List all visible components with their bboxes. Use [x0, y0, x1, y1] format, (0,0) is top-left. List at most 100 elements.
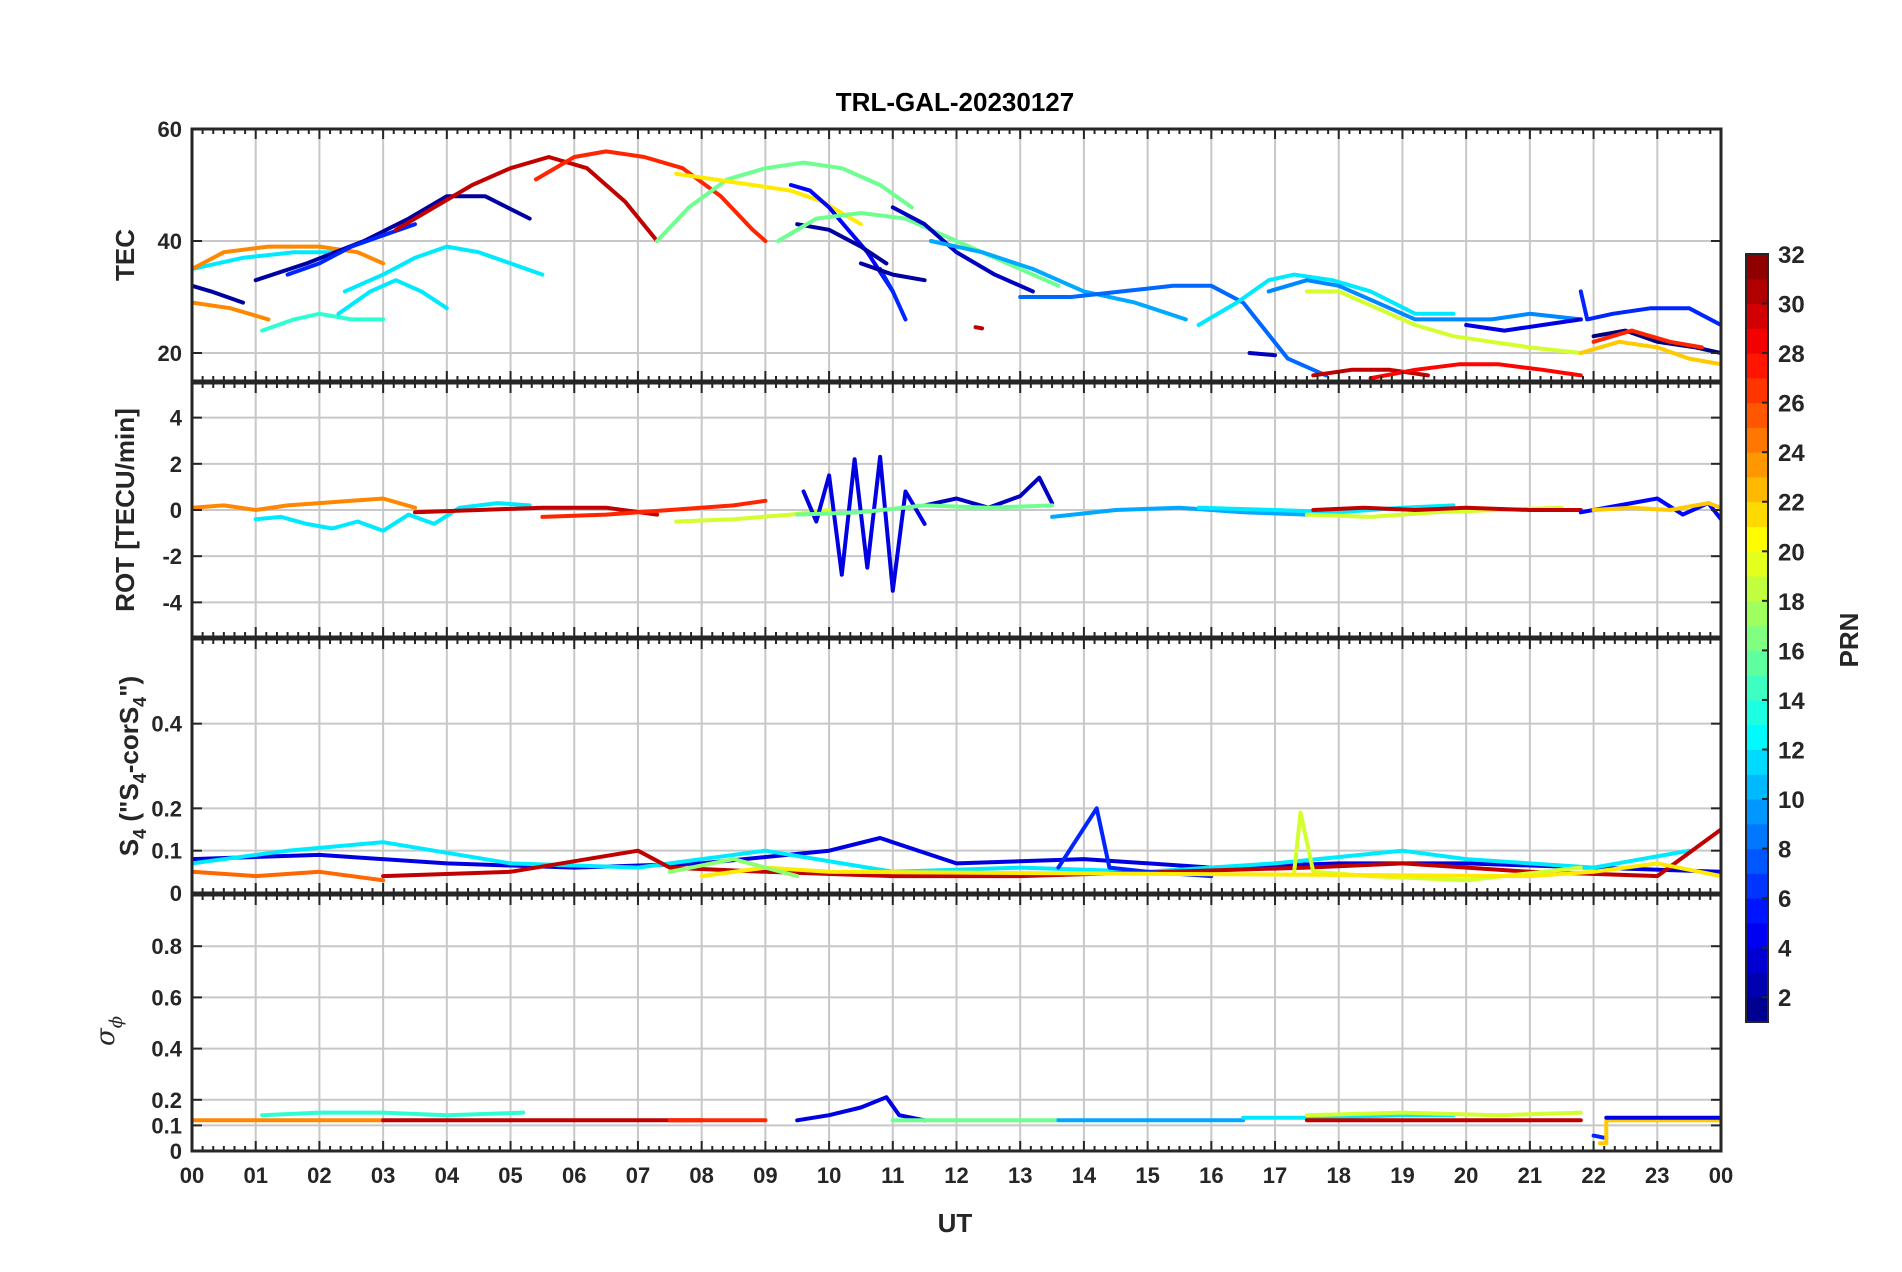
y-tick-label: 40 [158, 229, 182, 254]
x-tick-label: 23 [1645, 1163, 1669, 1188]
x-tick-label: 10 [817, 1163, 841, 1188]
colorbar-tick-label: 26 [1778, 391, 1805, 418]
series-line-prn-2 [192, 283, 245, 305]
colorbar-bin [1746, 997, 1768, 1023]
x-tick-label: 22 [1581, 1163, 1605, 1188]
x-tick-label: 08 [689, 1163, 713, 1188]
x-tick-label: 16 [1199, 1163, 1223, 1188]
y-tick-label: -4 [162, 590, 182, 615]
series-line-prn-27 [1591, 328, 1704, 350]
series-line-prn-24 [192, 496, 417, 512]
colorbar-tick-label: 32 [1778, 242, 1805, 269]
series-line-prn-2 [795, 222, 889, 266]
series-line-prn-22 [1598, 1118, 1721, 1146]
colorbar-tick-label: 18 [1778, 589, 1805, 616]
x-tick-label: 21 [1518, 1163, 1542, 1188]
series-line-prn-16 [776, 211, 1061, 288]
colorbar-label: PRN [1834, 613, 1864, 668]
colorbar-bin [1746, 699, 1768, 726]
panel-sigma_phi: 00.10.2 0.4 0.6 0.8 σϕ 00 01 02 03 04 05 06 07 08 09 10… [91, 893, 1733, 1188]
x-tick-label: 13 [1008, 1163, 1032, 1188]
x-tick-label: 09 [753, 1163, 777, 1188]
colorbar-bin [1746, 353, 1768, 379]
y-tick-label: 0.8 [151, 934, 182, 959]
y-axis-label: TEC [110, 229, 140, 281]
series-group [192, 1095, 1721, 1146]
colorbar-bin [1746, 278, 1768, 305]
x-tick-label: 19 [1390, 1163, 1414, 1188]
y-tick-label: 0 [170, 881, 182, 906]
y-tick-label: 20 [158, 341, 182, 366]
x-tick-label: 00 [180, 1163, 204, 1188]
series-line-prn-6 [285, 222, 417, 277]
x-axis-label: UT [938, 1208, 973, 1238]
x-tick-label: 03 [371, 1163, 395, 1188]
series-line-prn-12 [253, 501, 532, 533]
series-line-prn-12 [1196, 272, 1456, 327]
colorbar-bin [1746, 724, 1768, 750]
series-line-prn-16 [795, 503, 1055, 517]
y-tick-label: 0.2 [151, 1088, 182, 1113]
panel-rot: -4 -2 0 2 4 ROT [TECU/min] [110, 381, 1723, 639]
x-tick-label: 20 [1454, 1163, 1478, 1188]
y-tick-label: -2 [162, 544, 182, 569]
series-line-prn-12 [1196, 503, 1456, 515]
series-line-prn-3 [922, 475, 1055, 510]
colorbar-frame [1745, 253, 1769, 1023]
x-tick-label: 02 [307, 1163, 331, 1188]
y-tick-label: 0.2 [151, 796, 182, 821]
panel-s4: 0 0.1 0.2 0.4S4 ("S4-corS4") [114, 637, 1723, 906]
x-tick-label: 05 [498, 1163, 522, 1188]
x-tick-label: 07 [626, 1163, 650, 1188]
series-line-prn-30 [1311, 505, 1583, 512]
series-line-prn-2 [253, 194, 532, 283]
colorbar-bin [1746, 501, 1768, 528]
colorbar-bin [1746, 675, 1768, 701]
series-line-prn-30 [413, 505, 660, 517]
y-tick-label: 0.4 [151, 712, 182, 737]
colorbar-tick-label: 14 [1778, 688, 1805, 715]
x-tick-label: 11 [881, 1163, 904, 1188]
colorbar-bin [1746, 947, 1768, 973]
series-line-prn-16 [655, 160, 914, 243]
y-tick-label: 4 [170, 406, 183, 431]
panel-tec: 20 40 60 TEC [110, 117, 1723, 383]
series-line-prn-3 [1247, 351, 1277, 358]
colorbar-bin [1746, 402, 1768, 428]
y-tick-label: 0.4 [151, 1037, 182, 1062]
series-line-prn-6 [1591, 1133, 1609, 1141]
colorbar-bin [1746, 526, 1768, 552]
y-tick-label: 0 [170, 498, 182, 523]
series-line-prn-5 [788, 183, 895, 294]
colorbar-tick-label: 12 [1778, 737, 1805, 764]
colorbar-bin [1746, 551, 1768, 577]
series-group [192, 149, 1721, 381]
x-tick-label: 14 [1072, 1163, 1097, 1188]
series-line-prn-28 [1368, 362, 1583, 381]
colorbar-bin [1746, 823, 1768, 850]
colorbar-tick-label: 28 [1778, 341, 1805, 368]
figure-title: TRL-GAL-20230127 [836, 87, 1074, 117]
series-line-prn-8 [1018, 283, 1328, 378]
colorbar-tick-label: 22 [1778, 490, 1805, 517]
series-line-prn-22 [1591, 501, 1721, 512]
series-line-prn-4 [1464, 317, 1583, 333]
series-line-prn-12 [336, 278, 449, 316]
y-tick-label: 0.1 [151, 1113, 182, 1138]
colorbar-tick-label: 24 [1778, 440, 1805, 467]
series-line-prn-1 [1591, 328, 1721, 355]
x-tick-label: 12 [944, 1163, 968, 1188]
colorbar-bin [1746, 377, 1768, 404]
colorbar-bin [1746, 576, 1768, 602]
x-tick-label: 06 [562, 1163, 586, 1188]
series-line-prn-10 [929, 239, 1188, 322]
series-line-prn-9 [1266, 278, 1583, 322]
colorbar-tick-label: 20 [1778, 539, 1805, 566]
series-line-prn-30 [393, 155, 660, 243]
colorbar-tick-label: 6 [1778, 886, 1791, 913]
colorbar-bin [1746, 427, 1768, 453]
colorbar-bin [1746, 774, 1768, 800]
series-line-prn-6 [1578, 289, 1721, 327]
